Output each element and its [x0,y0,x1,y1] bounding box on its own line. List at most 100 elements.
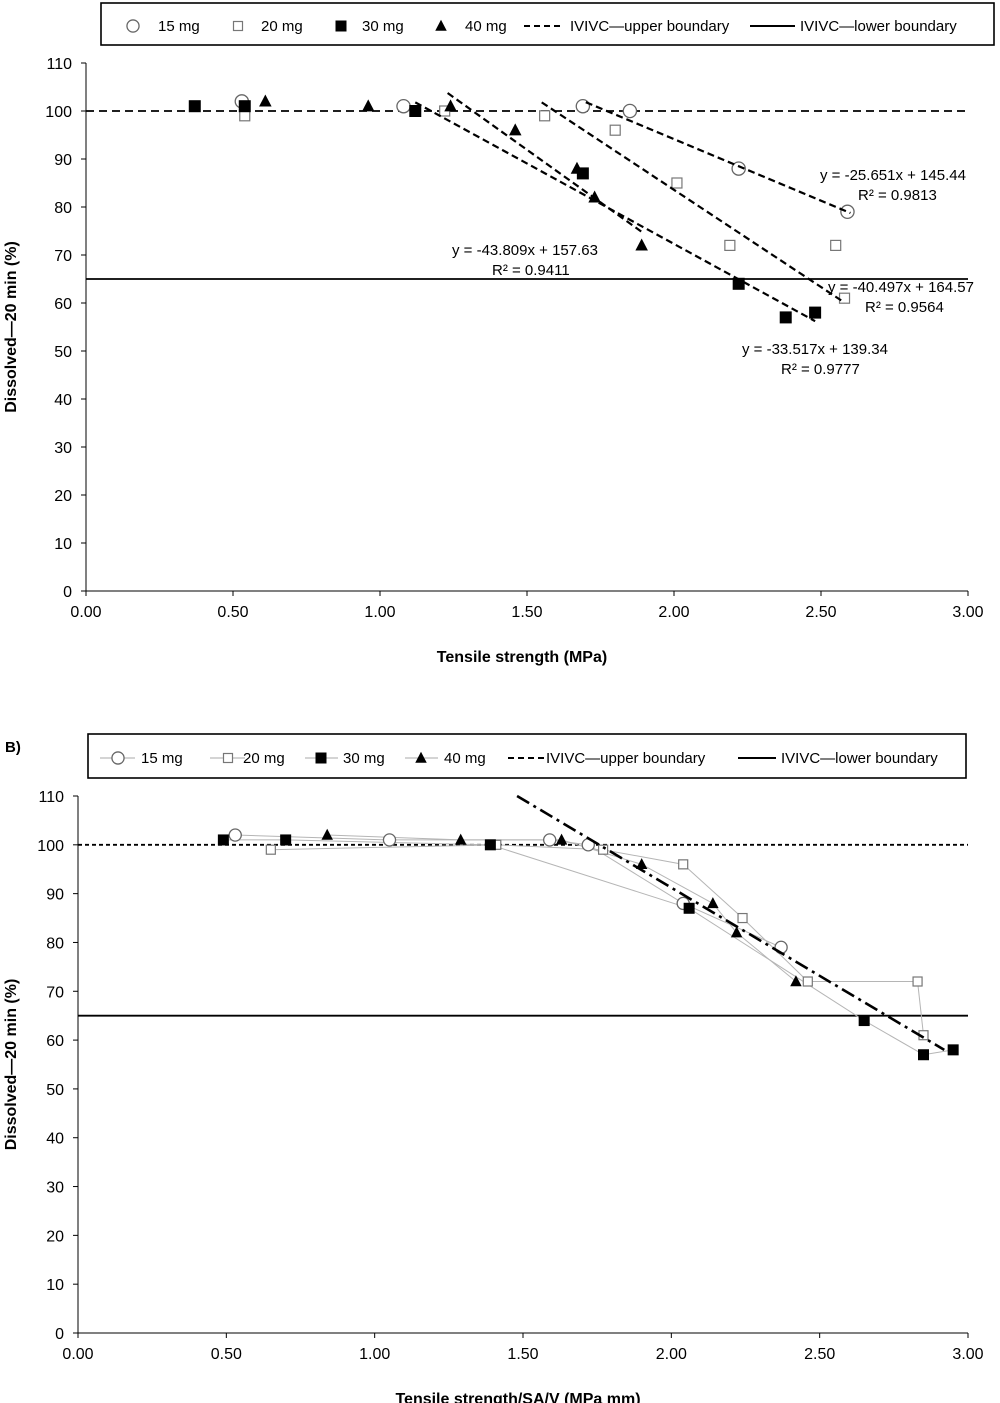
data-point [575,98,591,114]
data-point [779,311,792,324]
y-tick-label: 30 [54,440,72,457]
x-tick-label: 2.00 [658,604,689,621]
chart-panel-1: 15 mg 20 mg 30 mg 40 mg IVIVC—upper boundary… [3,2,995,666]
y-tick-label: 50 [46,1082,64,1099]
data-point [361,99,375,112]
y-tick-label: 50 [54,344,72,361]
data-point [321,828,333,840]
data-point [635,858,648,870]
data-point [238,100,251,113]
data-point [635,238,648,251]
data-point [671,177,683,189]
legend-label: 40 mg [444,750,486,767]
data-point [840,204,855,220]
data-point [484,839,496,851]
data-point [731,161,746,176]
data-point [396,98,411,114]
x-tick-label: 0.50 [217,604,248,621]
legend-marker [315,752,327,764]
data-point [609,124,621,136]
y-tick-label: 80 [46,935,64,952]
y-tick-label: 90 [46,887,64,904]
data-point [802,976,813,987]
data-point [724,239,736,251]
series-30-mg [217,834,959,1061]
trendline-equation: y = -43.809x + 157.63 [452,242,598,259]
x-tick-label: 1.50 [507,1346,538,1363]
data-point [732,277,745,290]
legend-item: 30 mg [335,18,404,35]
series-15-mg [228,828,788,955]
legend-item: 40 mg [405,750,486,767]
legend-box [87,733,967,779]
series-line [327,834,797,982]
legend-marker [222,752,234,764]
y-tick-label: 0 [55,1326,64,1343]
data-point [730,926,743,938]
trendline-equation: y = -33.517x + 139.34 [742,341,888,358]
legend-label: 15 mg [158,18,200,35]
y-axis-title: Dissolved—20 min (%) [3,241,20,413]
legend-label: IVIVC—upper boundary [570,18,730,35]
series-line [235,834,782,948]
legend-label: IVIVC—lower boundary [800,18,957,35]
legend-label: IVIVC—upper boundary [546,750,706,767]
y-tick-label: 20 [54,488,72,505]
data-point [912,976,923,987]
data-point [265,844,276,855]
data-point [737,912,748,924]
legend-item: 40 mg [435,18,507,35]
data-point [188,100,201,113]
panel-label: B) [5,739,21,756]
x-tick-label: 0.50 [211,1346,242,1363]
legend-marker [126,19,140,33]
series-30-mg [188,100,822,324]
data-point [570,161,584,174]
trendline-equation: y = -25.651x + 145.44 [820,167,966,184]
y-tick-label: 70 [46,984,64,1001]
legend-item: IVIVC—upper boundary [508,750,706,767]
y-tick-label: 60 [54,296,72,313]
x-axis-title: Tensile strength/SA/V (MPa mm) [395,1391,640,1403]
x-tick-label: 1.00 [364,604,395,621]
data-point [454,833,467,845]
y-tick-label: 40 [54,392,72,409]
series-line [223,839,954,1056]
legend-item: IVIVC—lower boundary [750,18,957,35]
chart-panel-2: B) 15 mg 20 mg 30 mg 40 mg IVIVC—upper bounda… [3,733,984,1403]
x-tick-label: 1.50 [511,604,542,621]
y-tick-label: 100 [45,104,72,121]
x-tick-label: 0.00 [62,1346,93,1363]
legend-label: 20 mg [261,18,303,35]
trendline [446,92,643,233]
trendline [585,101,851,215]
series-20-mg [265,839,929,1041]
x-axis-title: Tensile strength (MPa) [437,649,607,666]
legend-item: 20 mg [210,750,285,767]
legend-item: 20 mg [232,18,303,35]
combined-trendline [516,794,945,1051]
y-tick-label: 40 [46,1131,64,1148]
legend-label: IVIVC—lower boundary [781,750,938,767]
trendline-r2: R² = 0.9777 [781,361,860,378]
legend-item: IVIVC—upper boundary [524,18,730,35]
y-tick-label: 60 [46,1033,64,1050]
x-tick-label: 0.00 [70,604,101,621]
y-axis-title: Dissolved—20 min (%) [3,979,20,1151]
y-tick-label: 110 [46,56,72,73]
x-tick-label: 3.00 [952,604,983,621]
y-tick-label: 10 [46,1277,64,1294]
data-point [809,306,822,319]
y-tick-label: 80 [54,200,72,217]
data-point [228,828,242,842]
legend-label: 30 mg [343,750,385,767]
x-tick-label: 2.50 [804,1346,835,1363]
data-point [543,833,557,847]
trendline-r2: R² = 0.9564 [865,299,944,316]
data-point [382,833,397,847]
legend-item: 30 mg [305,750,385,767]
legend-label: 15 mg [141,750,183,767]
legend-item: 15 mg [100,750,183,767]
data-point [622,103,638,119]
